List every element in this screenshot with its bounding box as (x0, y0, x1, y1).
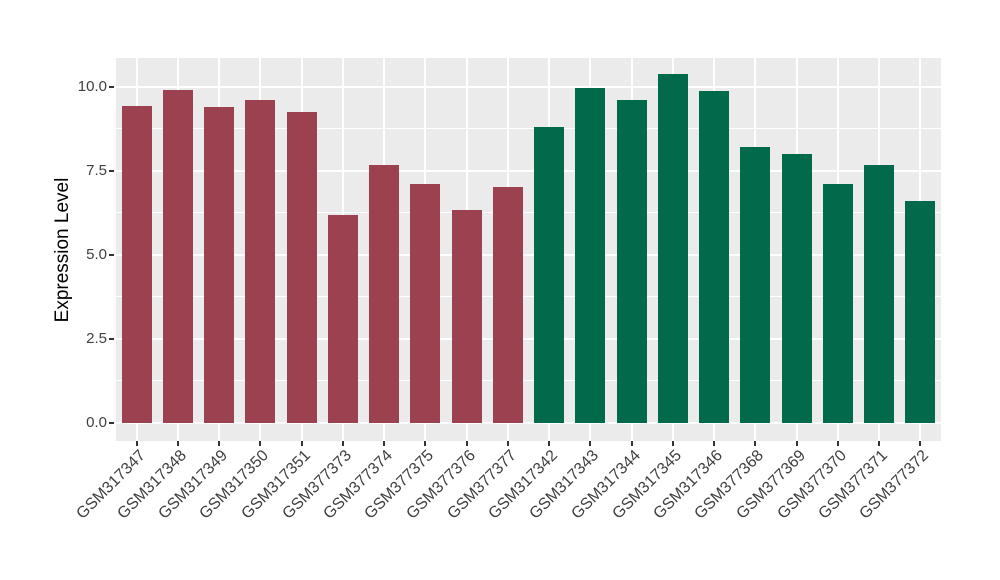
y-tick-mark (109, 337, 114, 340)
x-tick-mark (836, 441, 839, 446)
x-tick-mark (589, 441, 592, 446)
major-gridline (116, 253, 941, 256)
x-tick-mark (259, 441, 262, 446)
bar-GSM377377 (492, 187, 523, 423)
minor-gridline (116, 296, 941, 298)
major-gridline (116, 421, 941, 424)
bar-GSM377373 (327, 215, 358, 423)
bar-GSM317345 (657, 74, 688, 423)
x-tick-mark (135, 441, 138, 446)
bar-GSM377370 (822, 184, 853, 423)
x-tick-mark (176, 441, 179, 446)
bar-GSM317344 (616, 100, 647, 423)
major-gridline (116, 337, 941, 340)
bar-GSM377371 (864, 164, 895, 423)
bar-GSM317351 (286, 111, 317, 423)
minor-gridline (116, 212, 941, 214)
x-tick-mark (341, 441, 344, 446)
y-tick-mark (109, 253, 114, 256)
y-tick-label: 10.0 (77, 77, 107, 95)
x-tick-mark (218, 441, 221, 446)
y-tick-mark (109, 85, 114, 88)
y-tick-label: 0.0 (86, 413, 107, 431)
bar-GSM317347 (121, 105, 152, 423)
y-tick-label: 5.0 (86, 245, 107, 263)
bar-GSM317350 (245, 100, 276, 423)
bar-GSM317346 (699, 91, 730, 423)
bar-GSM377368 (740, 147, 771, 423)
y-tick-mark (109, 421, 114, 424)
x-tick-mark (713, 441, 716, 446)
x-tick-mark (671, 441, 674, 446)
x-tick-mark (878, 441, 881, 446)
x-tick-mark (630, 441, 633, 446)
major-gridline (116, 85, 941, 88)
y-tick-label: 7.5 (86, 161, 107, 179)
bar-GSM377369 (781, 154, 812, 423)
y-tick-label: 2.5 (86, 329, 107, 347)
bar-GSM377372 (905, 201, 936, 423)
x-tick-mark (465, 441, 468, 446)
x-tick-mark (383, 441, 386, 446)
x-tick-mark (300, 441, 303, 446)
bar-GSM377374 (369, 164, 400, 423)
bar-GSM317348 (162, 89, 193, 423)
bar-GSM377376 (451, 210, 482, 423)
x-tick-mark (919, 441, 922, 446)
bar-GSM317342 (534, 127, 565, 423)
bar-GSM317349 (204, 107, 235, 423)
plot-panel (116, 58, 941, 441)
major-gridline (116, 169, 941, 172)
y-tick-mark (109, 169, 114, 172)
bar-GSM377375 (410, 183, 441, 423)
minor-gridline (116, 128, 941, 130)
x-tick-mark (548, 441, 551, 446)
x-tick-mark (424, 441, 427, 446)
bar-GSM317343 (575, 87, 606, 423)
x-tick-mark (754, 441, 757, 446)
minor-gridline (116, 380, 941, 382)
x-tick-mark (795, 441, 798, 446)
x-tick-mark (506, 441, 509, 446)
